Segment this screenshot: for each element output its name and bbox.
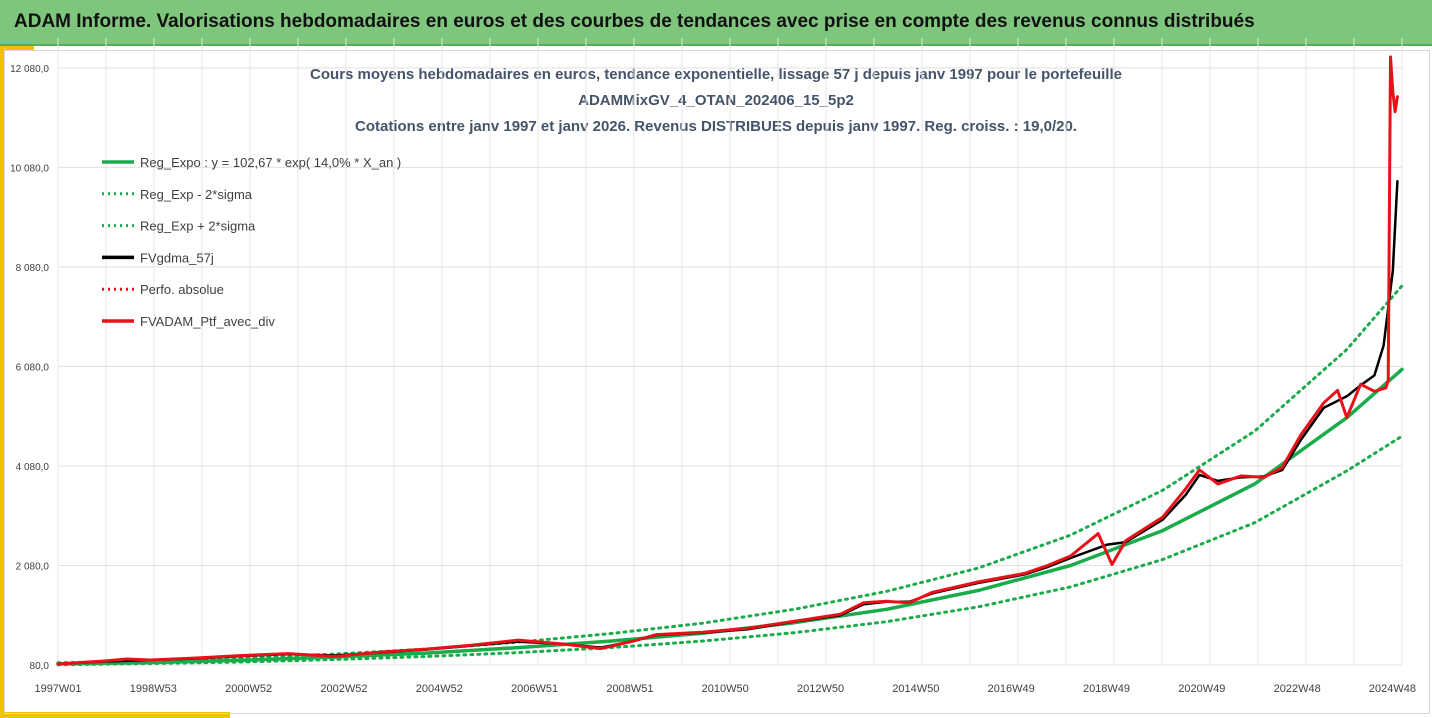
legend-label: FVgdma_57j (140, 250, 214, 265)
y-tick-label: 10 080,0 (10, 163, 49, 174)
accent-bar-left (0, 46, 4, 718)
legend-label: Reg_Exp + 2*sigma (140, 219, 256, 234)
series-line-smooth (56, 180, 1399, 666)
axis-layer: 80,0 2 080,0 4 080,0 6 080,0 8 080,0 10 080,0… (10, 64, 1416, 695)
x-tick-label: 2002W52 (320, 683, 367, 695)
y-tick-label: 6 080,0 (16, 362, 50, 373)
y-tick-label: 2 080,0 (16, 561, 50, 572)
legend-item-portfolio: FVADAM_Ptf_avec_div (102, 314, 275, 329)
accent-bar-bottom (0, 712, 230, 718)
accent-bar-top (0, 46, 34, 50)
legend-label: Reg_Exp - 2*sigma (140, 187, 253, 202)
x-tick-label: 2008W51 (606, 683, 653, 695)
chart-title-line-2: ADAMMixGV_4_OTAN_202406_15_5p2 (578, 92, 854, 109)
x-tick-label: 2016W49 (988, 683, 1035, 695)
x-tick-label: 1998W53 (130, 683, 177, 695)
page-title: ADAM Informe. Valorisations hebdomadaire… (14, 11, 1255, 32)
series-line-upper (56, 284, 1404, 665)
grid-layer (57, 38, 1403, 666)
chart-frame (4, 50, 1430, 714)
x-tick-label: 2006W51 (511, 683, 558, 695)
x-tick-label: 2020W49 (1178, 683, 1225, 695)
legend-item-upper: Reg_Exp + 2*sigma (102, 219, 256, 234)
legend-label: FVADAM_Ptf_avec_div (140, 314, 275, 329)
chart-title-line-3: Cotations entre janv 1997 et janv 2026. … (355, 118, 1077, 135)
x-tick-label: 2014W50 (892, 683, 939, 695)
x-tick-label: 2010W50 (702, 683, 749, 695)
series-line-lower (56, 434, 1404, 667)
series-layer (56, 55, 1404, 667)
x-tick-label: 2000W52 (225, 683, 272, 695)
y-tick-label: 4 080,0 (16, 462, 50, 473)
x-tick-label: 2018W49 (1083, 683, 1130, 695)
y-tick-label: 8 080,0 (16, 263, 50, 274)
x-tick-label: 2004W52 (416, 683, 463, 695)
x-tick-label: 1997W01 (34, 683, 81, 695)
x-tick-label: 2024W48 (1369, 683, 1416, 695)
x-tick-label: 2012W50 (797, 683, 844, 695)
legend-item-lower: Reg_Exp - 2*sigma (102, 187, 253, 202)
legend-item-perf: Perfo. absolue (102, 282, 224, 297)
series-line-portfolio (56, 55, 1399, 666)
chart-legend: Reg_Expo : y = 102,67 * exp( 14,0% * X_a… (102, 155, 401, 329)
chart-title-line-1: Cours moyens hebdomadaires en euros, ten… (310, 66, 1122, 83)
legend-item-smooth: FVgdma_57j (102, 250, 214, 265)
legend-label: Reg_Expo : y = 102,67 * exp( 14,0% * X_a… (140, 155, 401, 170)
y-tick-label: 80,0 (30, 661, 50, 672)
y-tick-label: 12 080,0 (10, 64, 49, 75)
legend-label: Perfo. absolue (140, 282, 224, 297)
x-tick-label: 2022W48 (1274, 683, 1321, 695)
header-bar: ADAM Informe. Valorisations hebdomadaire… (0, 0, 1432, 46)
legend-item-trend: Reg_Expo : y = 102,67 * exp( 14,0% * X_a… (102, 155, 401, 170)
